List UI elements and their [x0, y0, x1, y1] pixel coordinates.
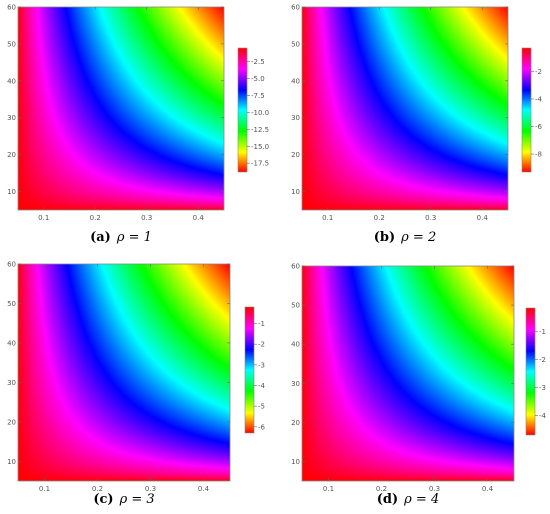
y-tick-label: 10 [7, 458, 16, 466]
heatmap-canvas [302, 7, 508, 210]
y-tick-label: 50 [7, 40, 16, 48]
x-tick-label: 0.3 [145, 485, 156, 493]
x-tick-label: 0.1 [323, 485, 334, 493]
colorbar-tick-label: -17.5 [251, 160, 269, 168]
panel-caption: (c) ρ = 3 [93, 492, 154, 507]
colorbar-tick-label: -7.5 [251, 92, 265, 100]
x-tick-label: 0.2 [92, 485, 103, 493]
colorbar-tick-label: -3 [258, 361, 265, 369]
colorbar-tick-label: -5.0 [251, 75, 265, 83]
x-tick-label: 0.2 [376, 485, 387, 493]
y-tick-label: 50 [291, 40, 300, 48]
y-tick-label: 30 [291, 114, 300, 122]
panel-caption: (d) ρ = 4 [377, 492, 439, 507]
colorbar-tick-label: -8 [535, 151, 542, 159]
colorbar-tick-label: -2.5 [251, 58, 265, 66]
colorbar-tick-label: -4 [539, 412, 547, 420]
x-tick-label: 0.2 [90, 214, 101, 222]
y-tick-label: 20 [291, 151, 300, 159]
y-tick-label: 60 [7, 4, 16, 12]
colorbar-tick-label: -12.5 [251, 126, 269, 134]
y-tick-label: 60 [291, 263, 300, 271]
y-tick-label: 20 [7, 151, 16, 159]
x-tick-label: 0.4 [477, 214, 489, 222]
heatmap-field [18, 264, 230, 481]
y-tick-label: 30 [7, 114, 16, 122]
y-tick-label: 60 [291, 4, 300, 12]
x-tick-label: 0.4 [193, 214, 205, 222]
x-tick-label: 0.3 [425, 214, 436, 222]
heatmap-field [302, 266, 514, 481]
heatmap-panel-2: 0.1 0.2 0.3 0.4 10 20 30 40 50 60 -1 -2 -3 -4 -5 -6 (c) ρ… [7, 261, 265, 508]
colorbar [525, 307, 536, 436]
panel-caption: (b) ρ = 2 [374, 230, 436, 245]
y-tick-label: 10 [291, 458, 300, 466]
plot-frame [301, 6, 509, 211]
caption-tag: (a) [90, 230, 111, 245]
caption-tag: (b) [374, 230, 395, 245]
colorbar-tick-label: -6 [258, 423, 266, 431]
x-tick-label: 0.3 [429, 485, 440, 493]
y-tick-label: 40 [291, 77, 300, 85]
y-tick-label: 40 [291, 341, 300, 349]
x-tick-label: 0.4 [482, 485, 494, 493]
y-tick-label: 60 [7, 261, 16, 269]
colorbar-tick-label: -2 [539, 356, 546, 364]
colorbar [521, 47, 532, 173]
colorbar [237, 47, 248, 173]
heatmap-field [18, 7, 224, 210]
caption-equation: ρ = 1 [116, 230, 152, 245]
heatmap-canvas [302, 266, 514, 481]
y-tick-label: 10 [7, 188, 16, 196]
plot-frame [17, 263, 231, 482]
colorbar-tick-label: -3 [539, 384, 546, 392]
heatmap-panel-3: 0.1 0.2 0.3 0.4 10 20 30 40 50 60 -1 -2 -3 -4 (d) ρ = 4 [291, 263, 546, 508]
heatmap-canvas [18, 264, 230, 481]
y-tick-label: 10 [291, 188, 300, 196]
y-tick-label: 50 [291, 302, 300, 310]
colorbar-tick-label: -5 [258, 403, 265, 411]
heatmap-canvas [18, 7, 224, 210]
x-tick-label: 0.4 [198, 485, 210, 493]
x-tick-label: 0.1 [38, 214, 49, 222]
colorbar-tick-label: -2 [535, 68, 542, 76]
heatmap-field [302, 7, 508, 210]
caption-equation: ρ = 3 [119, 492, 155, 507]
plot-frame [301, 265, 515, 482]
y-tick-label: 50 [7, 300, 16, 308]
y-tick-label: 30 [291, 380, 300, 388]
caption-tag: (c) [93, 492, 113, 507]
colorbar-tick-label: -6 [535, 123, 543, 131]
panel-caption: (a) ρ = 1 [90, 230, 152, 245]
plot-frame [17, 6, 225, 211]
y-tick-label: 20 [291, 419, 300, 427]
colorbar-tick-label: -4 [535, 95, 543, 103]
x-tick-label: 0.2 [374, 214, 385, 222]
caption-equation: ρ = 2 [400, 230, 436, 245]
heatmap-panel-1: 0.1 0.2 0.3 0.4 10 20 30 40 50 60 -2 -4 -6 -8 (b) ρ = 2 [291, 4, 542, 246]
colorbar [244, 306, 255, 434]
colorbar-tick-label: -2 [258, 341, 265, 349]
x-tick-label: 0.1 [322, 214, 333, 222]
y-tick-label: 30 [7, 379, 16, 387]
colorbar-tick-label: -15.0 [251, 143, 269, 151]
colorbar-tick-label: -1 [539, 328, 546, 336]
caption-equation: ρ = 4 [403, 492, 439, 507]
y-tick-label: 40 [7, 77, 16, 85]
colorbar-tick-label: -4 [258, 382, 266, 390]
heatmap-panel-0: 0.1 0.2 0.3 0.4 10 20 30 40 50 60 -2.5 -5.0 -7.5 -10.… [7, 4, 269, 246]
colorbar-tick-label: -1 [258, 320, 265, 328]
y-tick-label: 40 [7, 339, 16, 347]
colorbar-tick-label: -10.0 [251, 109, 269, 117]
x-tick-label: 0.1 [39, 485, 50, 493]
x-tick-label: 0.3 [141, 214, 152, 222]
caption-tag: (d) [377, 492, 398, 507]
y-tick-label: 20 [7, 418, 16, 426]
